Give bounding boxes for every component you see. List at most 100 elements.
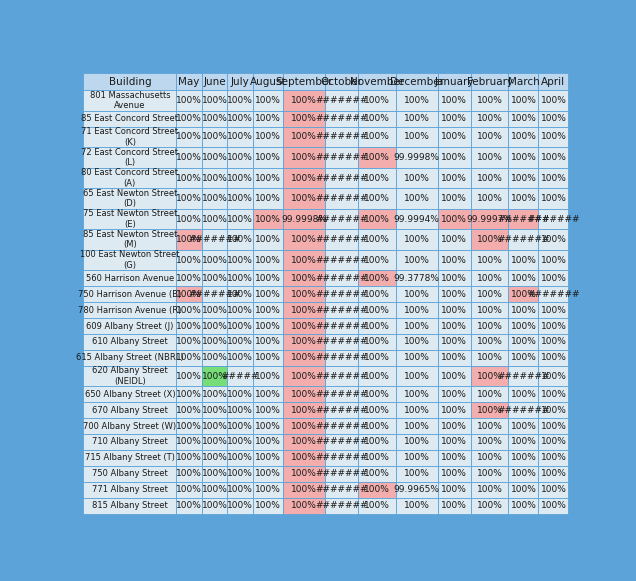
Bar [176, 209, 202, 229]
Bar [471, 270, 508, 286]
Text: 100%: 100% [541, 501, 567, 510]
Bar [283, 466, 325, 482]
Bar [396, 302, 438, 318]
Bar [396, 229, 438, 250]
Bar [358, 434, 396, 450]
Text: 100%: 100% [227, 321, 253, 331]
Text: 99.3778%: 99.3778% [394, 274, 439, 283]
Bar [325, 450, 358, 466]
Bar [283, 366, 325, 386]
Text: 100%: 100% [227, 96, 253, 105]
Bar [396, 286, 438, 302]
Bar [83, 497, 176, 514]
Text: 100%: 100% [227, 390, 253, 399]
Text: 100%: 100% [255, 174, 281, 182]
Bar [396, 250, 438, 270]
Text: 99.9997%: 99.9997% [467, 214, 513, 224]
Bar [325, 418, 358, 434]
Text: 100%: 100% [511, 422, 536, 431]
Text: #######: ####### [497, 406, 550, 415]
Bar [396, 450, 438, 466]
Bar [508, 168, 539, 188]
Text: 100%: 100% [404, 132, 430, 142]
Bar [539, 209, 569, 229]
Text: #######: ####### [315, 453, 368, 462]
Text: 100%: 100% [541, 194, 567, 203]
Text: 99.9965%: 99.9965% [394, 485, 439, 494]
Bar [83, 318, 176, 334]
Text: 100%: 100% [441, 485, 467, 494]
Bar [253, 168, 283, 188]
Text: 100%: 100% [476, 256, 502, 264]
Bar [438, 73, 471, 90]
Text: 100%: 100% [255, 306, 281, 315]
Bar [396, 466, 438, 482]
Bar [358, 90, 396, 111]
Text: 100%: 100% [202, 96, 228, 105]
Bar [83, 482, 176, 497]
Text: 100%: 100% [441, 290, 467, 299]
Text: 100%: 100% [202, 371, 228, 381]
Text: 100%: 100% [511, 114, 536, 123]
Bar [438, 318, 471, 334]
Bar [358, 402, 396, 418]
Text: 100%: 100% [176, 214, 202, 224]
Bar [325, 168, 358, 188]
Text: July: July [231, 77, 250, 87]
Text: 100%: 100% [227, 153, 253, 162]
Bar [396, 482, 438, 497]
Text: 100%: 100% [404, 437, 430, 446]
Bar [508, 73, 539, 90]
Text: 100%: 100% [511, 390, 536, 399]
Bar [325, 350, 358, 366]
Text: 100%: 100% [404, 390, 430, 399]
Bar [176, 73, 202, 90]
Bar [539, 350, 569, 366]
Text: 100%: 100% [202, 390, 228, 399]
Text: 100%: 100% [364, 290, 390, 299]
Bar [471, 482, 508, 497]
Bar [508, 209, 539, 229]
Bar [358, 450, 396, 466]
Bar [202, 250, 228, 270]
Bar [539, 250, 569, 270]
Bar [325, 127, 358, 147]
Bar [228, 418, 253, 434]
Text: 100%: 100% [541, 353, 567, 363]
Text: 100%: 100% [227, 406, 253, 415]
Text: 100%: 100% [202, 114, 228, 123]
Text: 100%: 100% [364, 96, 390, 105]
Bar [508, 386, 539, 402]
Bar [283, 497, 325, 514]
Text: #######: ####### [315, 437, 368, 446]
Text: 100%: 100% [364, 453, 390, 462]
Bar [471, 334, 508, 350]
Text: 100%: 100% [364, 235, 390, 244]
Bar [83, 334, 176, 350]
Bar [471, 302, 508, 318]
Text: #######: ####### [315, 469, 368, 478]
Text: 100%: 100% [227, 174, 253, 182]
Text: 100%: 100% [476, 338, 502, 346]
Text: 100%: 100% [476, 469, 502, 478]
Text: 100%: 100% [202, 353, 228, 363]
Text: 100%: 100% [364, 338, 390, 346]
Bar [325, 482, 358, 497]
Text: April: April [541, 77, 565, 87]
Text: 100%: 100% [255, 132, 281, 142]
Text: 100%: 100% [404, 114, 430, 123]
Bar [176, 482, 202, 497]
Bar [471, 168, 508, 188]
Bar [438, 466, 471, 482]
Text: 99.9998%: 99.9998% [394, 153, 439, 162]
Text: 100%: 100% [364, 485, 390, 494]
Text: 100%: 100% [476, 371, 502, 381]
Bar [176, 366, 202, 386]
Text: 100%: 100% [291, 274, 317, 283]
Bar [508, 111, 539, 127]
Bar [283, 73, 325, 90]
Bar [228, 188, 253, 209]
Text: 100%: 100% [404, 290, 430, 299]
Text: 100%: 100% [476, 390, 502, 399]
Text: 100%: 100% [441, 96, 467, 105]
